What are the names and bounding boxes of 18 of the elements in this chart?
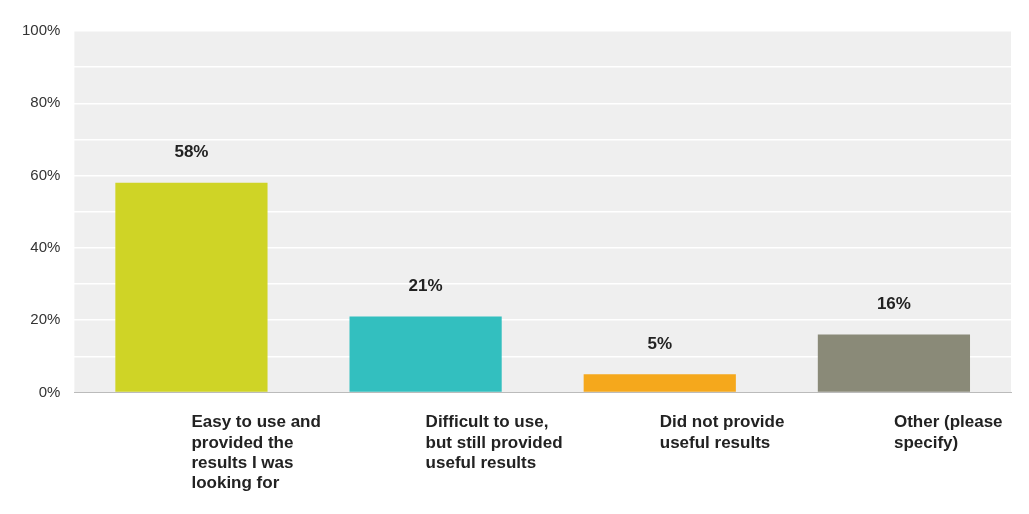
y-tick-label: 60%	[30, 165, 61, 183]
bar	[349, 316, 502, 392]
y-tick-label: 0%	[38, 382, 61, 400]
y-tick-label: 40%	[30, 237, 61, 255]
bar	[583, 374, 736, 392]
y-tick-label: 20%	[30, 310, 61, 328]
x-tick-label: Other (please specify)	[893, 412, 1003, 452]
bar	[115, 182, 268, 392]
x-tick-label: Difficult to use, but still provided useful results	[425, 412, 563, 473]
data-label: 58%	[174, 141, 209, 161]
x-tick-label: Easy to use and provided the results I was looking for	[191, 412, 321, 493]
data-label: 16%	[876, 293, 911, 313]
bar	[817, 334, 971, 392]
data-label: 5%	[647, 333, 673, 353]
y-tick-label: 100%	[21, 21, 61, 39]
x-tick-label: Did not provide useful results	[659, 412, 785, 452]
y-tick-label: 80%	[30, 93, 61, 111]
data-label: 21%	[408, 275, 443, 295]
